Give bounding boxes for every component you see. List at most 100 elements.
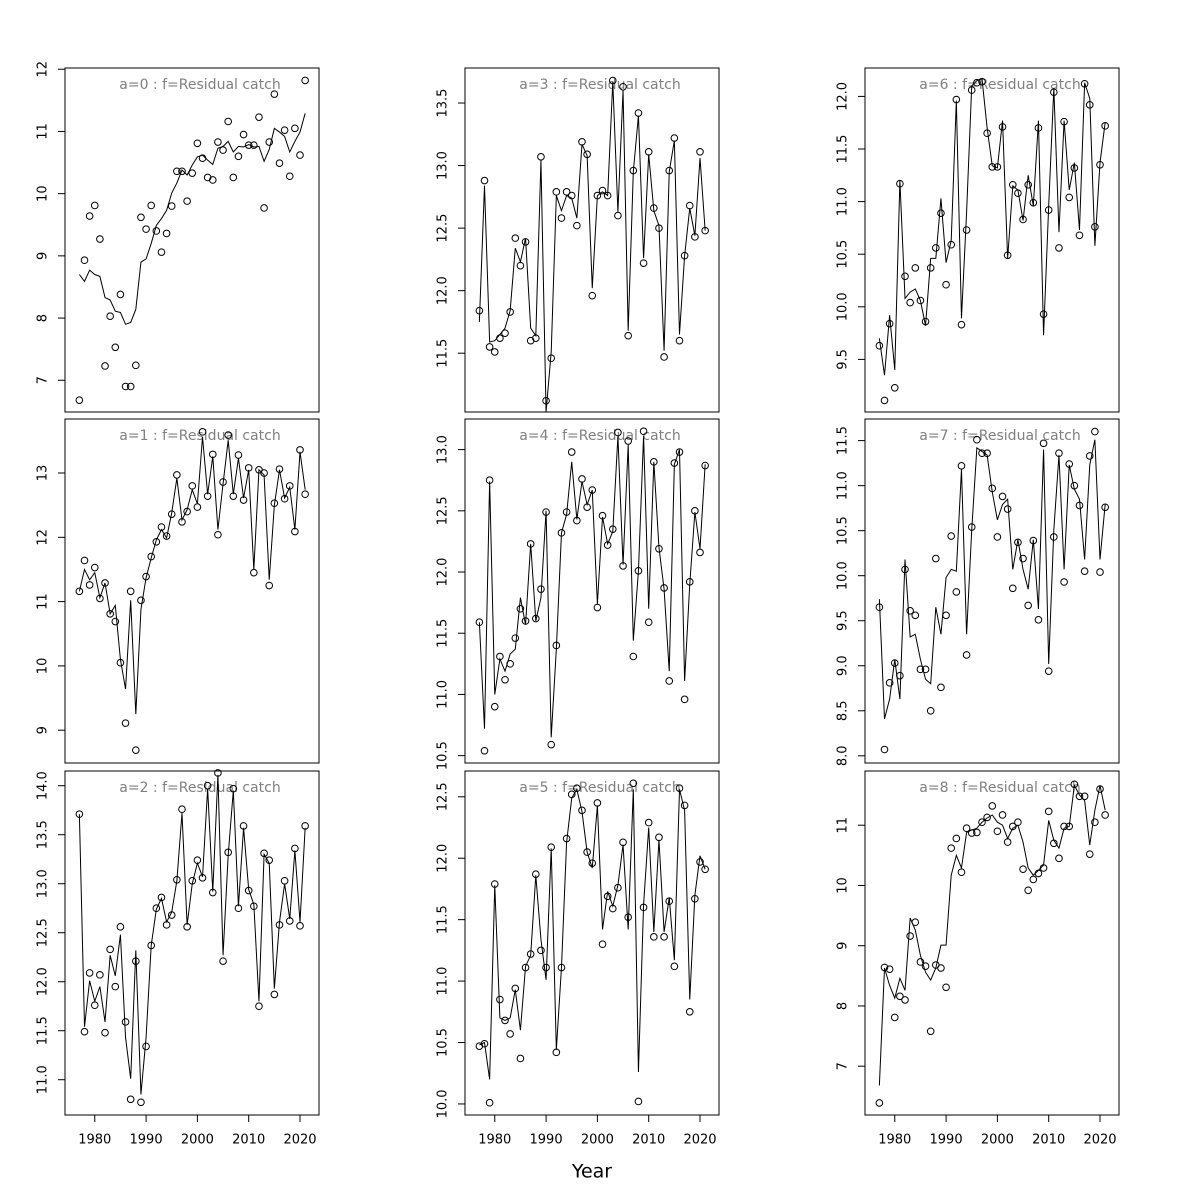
- data-point: [916, 665, 925, 674]
- data-point: [552, 1048, 561, 1057]
- y-tick-label: 12.0: [436, 558, 451, 587]
- data-point: [973, 78, 981, 87]
- data-point: [234, 152, 243, 161]
- data-point: [593, 799, 602, 807]
- data-point: [167, 202, 176, 210]
- data-point: [480, 746, 489, 755]
- data-point: [624, 331, 632, 340]
- data-point: [301, 76, 309, 85]
- data-point: [147, 201, 156, 210]
- data-point: [496, 334, 504, 342]
- data-point: [301, 490, 309, 499]
- data-point: [260, 204, 268, 212]
- y-tick-label: 7: [836, 1062, 851, 1070]
- data-point: [219, 146, 227, 154]
- data-point: [906, 298, 914, 307]
- data-point: [993, 827, 1002, 836]
- x-tick-label: 1980: [878, 1133, 911, 1148]
- panel-title: a=6 : f=Residual catch: [919, 77, 1080, 93]
- data-point: [1101, 811, 1109, 819]
- data-point: [280, 876, 289, 885]
- data-point: [701, 865, 709, 874]
- panel: a=5 : f=Residual catch 10.0 10.5 11.0 11.5 12…: [436, 770, 720, 1183]
- x-tick-label: 1990: [930, 1133, 963, 1148]
- y-tick-label: 9.0: [836, 655, 851, 676]
- data-point: [106, 312, 114, 321]
- data-point: [1060, 578, 1068, 586]
- panel: a=2 : f=Residual catch 11.0 11.5 12.0 12.5 13…: [36, 769, 320, 1148]
- data-point: [942, 611, 950, 620]
- fitted-line: [78, 436, 306, 715]
- data-point: [280, 126, 289, 135]
- data-point: [173, 167, 181, 176]
- data-point: [685, 201, 694, 210]
- data-point: [501, 1016, 509, 1025]
- plot-frame: [64, 418, 320, 764]
- y-tick-label: 12.5: [436, 496, 451, 525]
- x-tick-label: 2010: [232, 1133, 265, 1148]
- x-tick-label: 1980: [478, 1133, 511, 1148]
- y-tick-label: 12.5: [436, 214, 451, 243]
- data-point: [1096, 568, 1104, 576]
- data-point: [932, 554, 940, 563]
- data-point: [557, 214, 566, 222]
- data-point: [485, 1098, 494, 1107]
- panel-title: a=3 : f=Residual catch: [519, 77, 680, 93]
- panel: a=0 : f=Residual catch 7 8 9 10 11 12: [36, 61, 320, 413]
- data-point: [152, 227, 161, 235]
- x-tick-label: 1980: [78, 1133, 111, 1148]
- y-tick-label: 11.0: [836, 471, 851, 500]
- data-point: [1101, 503, 1109, 512]
- data-point: [942, 280, 950, 289]
- data-point: [906, 607, 914, 615]
- data-point: [880, 396, 889, 405]
- data-point: [629, 779, 638, 788]
- data-point: [126, 587, 135, 596]
- data-point: [85, 581, 94, 589]
- data-point: [490, 348, 499, 356]
- fitted-line: [878, 439, 1106, 719]
- y-tick-label: 7: [36, 376, 51, 384]
- data-point: [126, 1095, 135, 1104]
- data-point: [552, 188, 561, 196]
- data-point: [875, 1099, 884, 1107]
- data-point: [1024, 886, 1032, 895]
- panel: a=8 : f=Residual catch 7 8 9 10 11 1980 1990 200…: [836, 770, 1120, 1148]
- y-tick-label: 11.0: [36, 1065, 51, 1094]
- data-point: [75, 587, 84, 596]
- data-point: [619, 82, 627, 91]
- data-point: [1091, 427, 1099, 436]
- y-tick-label: 11.5: [36, 1016, 51, 1045]
- data-point: [685, 1008, 694, 1016]
- y-tick-label: 11.5: [436, 339, 451, 368]
- data-point: [121, 719, 130, 727]
- data-point: [1014, 538, 1022, 547]
- y-tick-label: 10: [836, 877, 851, 894]
- data-point: [142, 1042, 150, 1051]
- y-tick-label: 12.0: [436, 276, 451, 305]
- data-point: [619, 838, 627, 847]
- data-point: [598, 186, 607, 195]
- x-axis-label: Year: [571, 1161, 612, 1183]
- data-point: [911, 264, 920, 272]
- data-point: [178, 167, 186, 176]
- y-tick-label: 9: [836, 942, 851, 950]
- data-point: [639, 427, 648, 436]
- y-tick-label: 11: [836, 817, 851, 834]
- data-point: [614, 211, 622, 220]
- data-point: [126, 382, 135, 391]
- y-tick-label: 12: [36, 61, 51, 78]
- y-tick-label: 11.0: [436, 680, 451, 709]
- data-point: [890, 384, 899, 392]
- y-tick-label: 11.5: [836, 135, 851, 164]
- data-point: [121, 1018, 130, 1026]
- data-point: [634, 109, 643, 117]
- data-point: [75, 396, 84, 404]
- data-point: [1085, 850, 1094, 858]
- panel-title: a=4 : f=Residual catch: [519, 428, 680, 444]
- data-point: [921, 665, 930, 674]
- data-point: [270, 90, 279, 98]
- data-point: [101, 579, 109, 587]
- data-point: [932, 244, 940, 252]
